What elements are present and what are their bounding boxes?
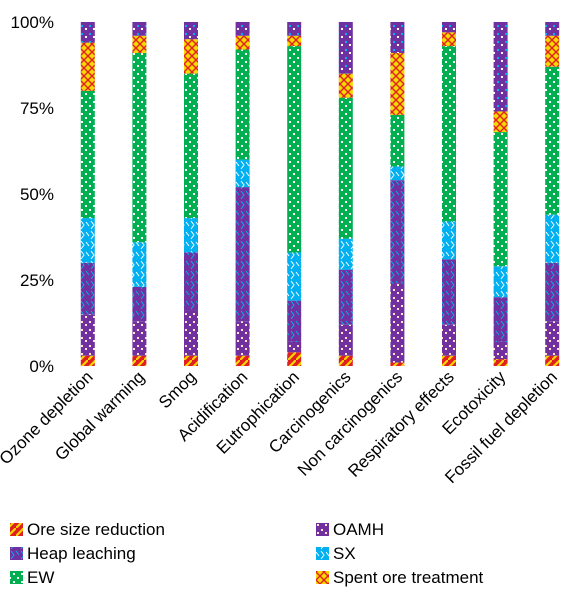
- legend-swatch: [10, 547, 23, 560]
- bar-segment: [235, 49, 250, 160]
- x-tick-label: Ozone depletion: [0, 367, 97, 468]
- bar-segment: [338, 73, 353, 98]
- bar-segment: [390, 180, 405, 284]
- bar-segment: [390, 166, 405, 181]
- legend-label: Heap leaching: [27, 544, 136, 563]
- bar-segment: [338, 97, 353, 239]
- bar-segment: [287, 341, 302, 353]
- bar-segment: [390, 52, 405, 115]
- bars: [80, 22, 560, 366]
- legend-swatch: [316, 523, 329, 536]
- bar-segment: [390, 22, 405, 53]
- bar-segment: [80, 90, 95, 219]
- x-tick-label: Global warming: [51, 367, 148, 464]
- y-tick-label: 75%: [20, 99, 54, 118]
- bar-segment: [545, 355, 560, 366]
- bar-segment: [442, 46, 456, 222]
- legend-label: Spent ore treatment: [333, 568, 484, 587]
- bar-segment: [493, 22, 508, 112]
- bar-segment: [338, 22, 353, 74]
- bar-segment: [442, 324, 456, 356]
- bar-segment: [493, 341, 508, 360]
- bar-segment: [80, 42, 95, 91]
- bar-segment: [184, 355, 198, 366]
- bar-segment: [338, 238, 353, 270]
- bar-segment: [493, 132, 508, 267]
- bar-segment: [545, 66, 560, 215]
- bar-segment: [390, 283, 405, 363]
- y-tick-label: 50%: [20, 185, 54, 204]
- bar-segment: [132, 286, 147, 322]
- bar-segment: [287, 300, 302, 342]
- bar-segment: [80, 262, 95, 315]
- bar-segment: [80, 218, 95, 263]
- bar-segment: [235, 187, 250, 322]
- bar-segment: [287, 35, 302, 47]
- bar-segment: [132, 355, 147, 366]
- bar-segment: [287, 352, 302, 366]
- bar-segment: [184, 39, 198, 74]
- bar-segment: [287, 252, 302, 301]
- legend-swatch: [316, 547, 329, 560]
- legend-label: OAMH: [333, 520, 384, 539]
- bar-segment: [184, 218, 198, 253]
- bar-segment: [493, 266, 508, 298]
- bar-segment: [80, 22, 95, 43]
- bar-segment: [442, 221, 456, 260]
- bar-segment: [235, 355, 250, 366]
- bar-segment: [80, 355, 95, 366]
- y-tick-label: 100%: [11, 13, 54, 32]
- bar-segment: [493, 359, 508, 366]
- bar-segment: [184, 73, 198, 219]
- legend-swatch: [10, 571, 23, 584]
- bar-segment: [132, 35, 147, 53]
- legend-label: Ore size reduction: [27, 520, 165, 539]
- bar-segment: [493, 297, 508, 342]
- bar-segment: [235, 321, 250, 356]
- bar-segment: [338, 324, 353, 356]
- legend-label: SX: [333, 544, 356, 563]
- x-tick-label: Smog: [155, 367, 200, 412]
- bar-segment: [132, 242, 147, 287]
- bar-segment: [184, 252, 198, 311]
- bar-segment: [442, 22, 456, 33]
- bar-segment: [442, 355, 456, 366]
- legend-swatch: [316, 571, 329, 584]
- bar-segment: [235, 159, 250, 188]
- bar-segment: [287, 22, 302, 36]
- bar-segment: [338, 355, 353, 366]
- bar-segment: [184, 310, 198, 356]
- bar-segment: [545, 321, 560, 356]
- bar-segment: [390, 114, 405, 167]
- legend-label: EW: [27, 568, 54, 587]
- bar-segment: [287, 46, 302, 253]
- bar-segment: [545, 214, 560, 263]
- legend-swatch: [10, 523, 23, 536]
- bar-segment: [545, 35, 560, 67]
- bar-segment: [493, 111, 508, 133]
- bar-segment: [132, 321, 147, 356]
- y-tick-label: 25%: [20, 271, 54, 290]
- axes: 0% 25% 50% 75% 100%: [11, 13, 54, 376]
- bar-segment: [184, 22, 198, 40]
- bar-segment: [235, 22, 250, 36]
- bar-segment: [442, 259, 456, 325]
- legend: Ore size reduction OAMH Heap leaching SX EW S…: [10, 520, 484, 587]
- bar-segment: [545, 22, 560, 36]
- bar-segment: [545, 262, 560, 322]
- y-tick-label: 0%: [29, 357, 54, 376]
- bar-segment: [442, 32, 456, 47]
- bar-segment: [80, 314, 95, 356]
- bar-segment: [132, 52, 147, 243]
- bar-segment: [338, 269, 353, 325]
- bar-segment: [235, 35, 250, 50]
- bar-segment: [390, 362, 405, 366]
- bar-segment: [132, 22, 147, 36]
